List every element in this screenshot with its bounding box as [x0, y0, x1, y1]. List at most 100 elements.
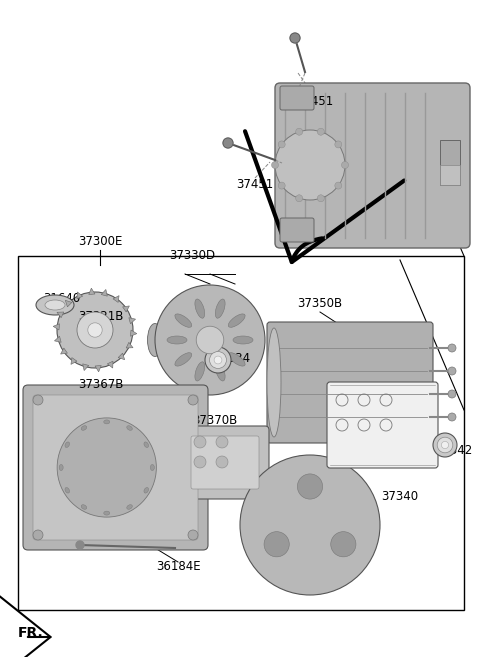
FancyBboxPatch shape	[23, 385, 208, 550]
FancyBboxPatch shape	[267, 322, 433, 443]
Circle shape	[205, 347, 231, 373]
Circle shape	[214, 356, 222, 364]
FancyBboxPatch shape	[33, 395, 198, 540]
Circle shape	[442, 442, 449, 449]
Circle shape	[448, 390, 456, 398]
Ellipse shape	[216, 362, 225, 381]
FancyBboxPatch shape	[280, 218, 314, 242]
Ellipse shape	[104, 420, 110, 424]
Circle shape	[278, 182, 285, 189]
Circle shape	[216, 436, 228, 448]
Polygon shape	[126, 342, 133, 348]
Text: 37451: 37451	[296, 95, 334, 108]
Polygon shape	[118, 353, 125, 359]
Text: 36184E: 36184E	[156, 560, 200, 573]
Ellipse shape	[167, 336, 187, 344]
Text: 37330D: 37330D	[169, 249, 215, 262]
Text: 31640: 31640	[43, 292, 80, 304]
Circle shape	[188, 395, 198, 405]
Circle shape	[194, 436, 206, 448]
FancyBboxPatch shape	[327, 382, 438, 468]
Circle shape	[88, 323, 102, 337]
Circle shape	[76, 541, 84, 549]
Circle shape	[296, 194, 303, 202]
Circle shape	[448, 413, 456, 421]
Circle shape	[57, 292, 133, 368]
Circle shape	[341, 162, 348, 168]
Circle shape	[155, 285, 265, 395]
Ellipse shape	[175, 353, 192, 366]
Circle shape	[57, 418, 156, 517]
Polygon shape	[53, 324, 60, 330]
Polygon shape	[108, 361, 113, 368]
Ellipse shape	[175, 314, 192, 327]
Circle shape	[331, 532, 356, 557]
Circle shape	[335, 182, 342, 189]
Text: 37342: 37342	[435, 443, 472, 457]
Circle shape	[188, 530, 198, 540]
Ellipse shape	[65, 487, 70, 493]
Ellipse shape	[45, 300, 65, 310]
Circle shape	[210, 351, 227, 369]
Text: 37350B: 37350B	[298, 297, 343, 310]
Circle shape	[33, 395, 43, 405]
Ellipse shape	[36, 295, 74, 315]
Polygon shape	[71, 357, 77, 365]
Text: 37367B: 37367B	[78, 378, 123, 392]
Circle shape	[298, 474, 323, 499]
Circle shape	[433, 433, 457, 457]
Bar	[18, 256, 464, 610]
Circle shape	[437, 437, 453, 453]
Circle shape	[278, 141, 285, 148]
Circle shape	[240, 455, 380, 595]
Ellipse shape	[127, 426, 132, 430]
Text: 37321B: 37321B	[78, 309, 123, 323]
Ellipse shape	[228, 353, 245, 366]
Ellipse shape	[195, 362, 204, 381]
Ellipse shape	[267, 328, 281, 437]
Polygon shape	[83, 364, 89, 371]
Ellipse shape	[59, 464, 63, 470]
Ellipse shape	[104, 511, 110, 515]
Polygon shape	[57, 312, 64, 318]
Polygon shape	[54, 336, 61, 342]
FancyBboxPatch shape	[280, 86, 314, 110]
Circle shape	[194, 456, 206, 468]
Text: 37340: 37340	[382, 490, 419, 503]
Circle shape	[448, 344, 456, 352]
Circle shape	[223, 138, 233, 148]
Text: 37300E: 37300E	[78, 235, 122, 248]
Text: 37370B: 37370B	[192, 413, 237, 426]
Bar	[440, 140, 460, 185]
Circle shape	[296, 128, 303, 135]
Circle shape	[275, 130, 345, 200]
Polygon shape	[95, 365, 101, 372]
Ellipse shape	[233, 336, 253, 344]
Circle shape	[335, 141, 342, 148]
Polygon shape	[77, 292, 83, 299]
Circle shape	[33, 530, 43, 540]
Circle shape	[196, 327, 224, 353]
Ellipse shape	[147, 323, 163, 357]
Circle shape	[272, 162, 278, 168]
Polygon shape	[65, 300, 72, 307]
Ellipse shape	[65, 442, 70, 447]
FancyBboxPatch shape	[181, 426, 269, 499]
Ellipse shape	[216, 299, 225, 318]
Ellipse shape	[150, 464, 155, 470]
Ellipse shape	[195, 299, 204, 318]
Ellipse shape	[228, 314, 245, 327]
Circle shape	[264, 532, 289, 557]
Polygon shape	[101, 290, 108, 296]
Circle shape	[290, 33, 300, 43]
Circle shape	[448, 367, 456, 375]
Polygon shape	[89, 288, 95, 294]
Polygon shape	[129, 318, 135, 324]
FancyBboxPatch shape	[275, 83, 470, 248]
Polygon shape	[131, 330, 137, 336]
FancyBboxPatch shape	[191, 436, 259, 489]
Bar	[440, 165, 460, 185]
Ellipse shape	[81, 426, 87, 430]
Ellipse shape	[127, 505, 132, 509]
Text: 37451: 37451	[236, 178, 274, 191]
